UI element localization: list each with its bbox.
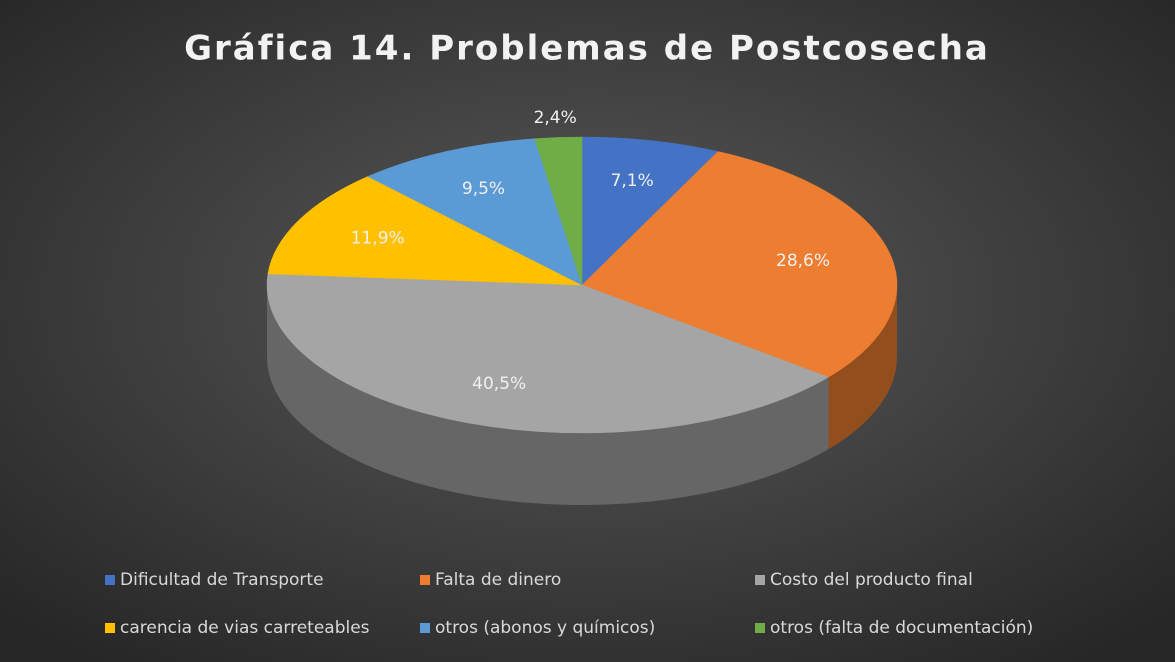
legend-label: carencia de vias carreteables	[120, 618, 370, 638]
legend-label: Costo del producto final	[770, 570, 973, 590]
data-label: 40,5%	[472, 374, 526, 394]
legend-swatch	[755, 575, 765, 585]
data-label: 9,5%	[462, 179, 505, 199]
legend-label: Falta de dinero	[435, 570, 561, 590]
legend-label: otros (falta de documentación)	[770, 618, 1033, 638]
chart-title: Gráfica 14. Problemas de Postcosecha	[184, 29, 990, 69]
pie-side	[267, 285, 829, 505]
legend-swatch	[105, 575, 115, 585]
legend-swatch	[755, 623, 765, 633]
pie-slice	[581, 136, 719, 286]
pie-slice	[267, 176, 583, 286]
legend-swatch	[420, 575, 430, 585]
legend-label: otros (abonos y químicos)	[435, 618, 655, 638]
legend-swatch	[105, 623, 115, 633]
pie-slice	[367, 138, 583, 286]
pie-slice	[581, 151, 898, 378]
legend-label: Dificultad de Transporte	[120, 570, 324, 590]
data-label: 28,6%	[776, 251, 830, 271]
pie-side	[828, 285, 897, 450]
pie-slice	[534, 136, 583, 286]
data-label: 2,4%	[534, 108, 577, 128]
data-label: 11,9%	[351, 229, 405, 249]
legend-swatch	[420, 623, 430, 633]
pie-slice	[266, 273, 830, 434]
data-label: 7,1%	[611, 171, 654, 191]
